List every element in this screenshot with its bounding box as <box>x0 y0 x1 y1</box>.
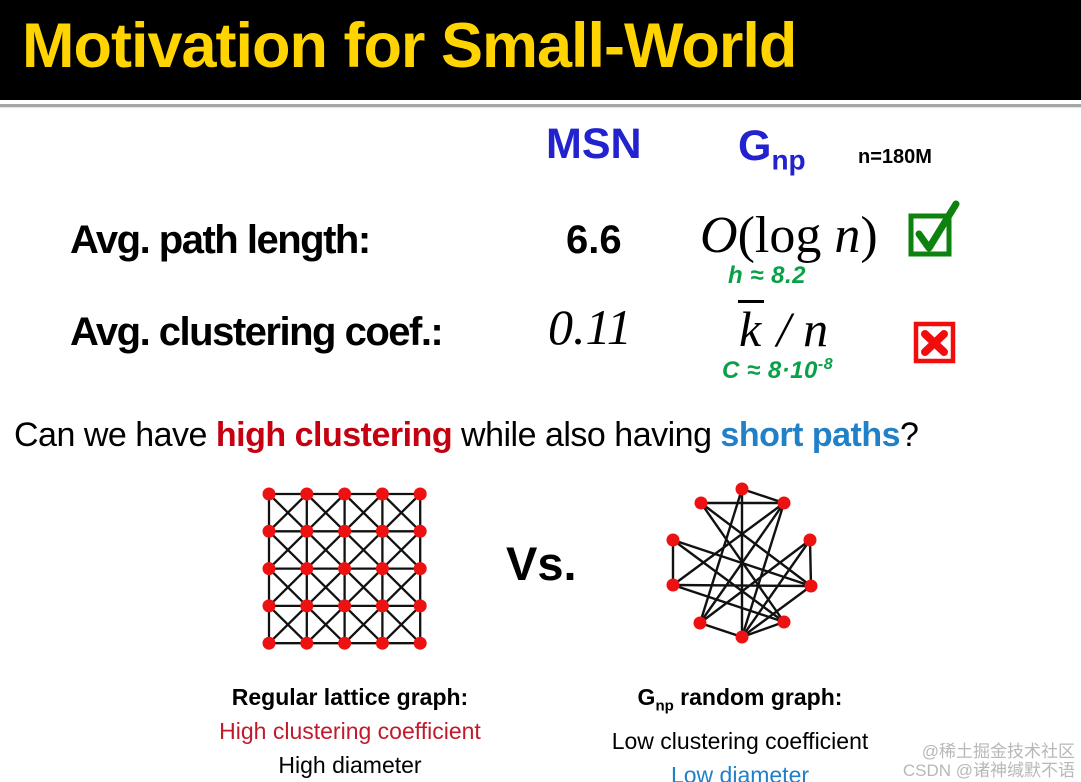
random-caption-title: Gnp random graph: <box>528 680 952 724</box>
row-path-label: Avg. path length: <box>70 218 371 262</box>
c-note-base: C ≈ 8·10 <box>722 357 818 384</box>
watermark: @稀土掘金技术社区 CSDN @诸神缄默不语 <box>903 742 1075 780</box>
row-clustering-label: Avg. clustering coef.: <box>70 310 444 354</box>
olog-mid: (log <box>737 207 835 264</box>
column-header-gnp: Gnp <box>738 122 806 177</box>
c-note-exponent: -8 <box>817 356 834 373</box>
question-highlight-red: high clustering <box>215 416 453 454</box>
clustering-gnp-formula: k / n <box>738 300 828 358</box>
gnp-base: G <box>738 122 772 170</box>
lattice-caption: Regular lattice graph: High clustering c… <box>130 680 570 782</box>
question-highlight-blue: short paths <box>720 416 901 454</box>
olog-close: ) <box>860 207 878 264</box>
slide-title: Motivation for Small-World <box>22 11 797 81</box>
random-caption-sub: np <box>655 697 674 715</box>
title-bar: Motivation for Small-World <box>0 0 1081 100</box>
clustering-note: C ≈ 8·10-8 <box>722 356 833 385</box>
random-caption-clustering: Low clustering coefficient <box>611 727 869 754</box>
random-graph <box>666 482 818 644</box>
column-header-msn: MSN <box>546 120 642 168</box>
olog-o: O <box>700 207 738 264</box>
question-part2: while also having <box>452 416 721 454</box>
question-part3: ? <box>900 416 919 454</box>
column-header-n: n=180M <box>858 146 932 168</box>
path-note: h ≈ 8.2 <box>728 262 807 289</box>
random-caption-g: G <box>637 684 656 710</box>
header-divider <box>0 104 1081 108</box>
question-line: Can we have high clustering while also h… <box>14 416 1074 455</box>
random-caption-diameter: Low diameter <box>670 761 810 782</box>
lattice-caption-title: Regular lattice graph: <box>231 684 469 710</box>
lattice-caption-clustering: High clustering coefficient <box>219 718 481 744</box>
watermark-line1: @稀土掘金技术社区 <box>921 742 1075 761</box>
random-caption: Gnp random graph: Low clustering coeffic… <box>528 680 952 782</box>
question-part1: Can we have <box>14 416 216 454</box>
clustering-msn-value: 0.11 <box>548 299 632 355</box>
cross-icon <box>913 321 956 364</box>
lattice-caption-diameter: High diameter <box>278 752 422 778</box>
k-bar: k <box>738 300 765 354</box>
olog-n: n <box>834 207 861 264</box>
versus-label: Vs. <box>506 537 577 590</box>
path-msn-value: 6.6 <box>566 218 622 262</box>
kn-rest: / n <box>764 301 829 357</box>
gnp-subscript: np <box>771 144 806 176</box>
path-gnp-formula: O(log n) <box>700 206 878 265</box>
watermark-line2: CSDN @诸神缄默不语 <box>902 761 1075 780</box>
checkmark-icon <box>908 200 960 257</box>
lattice-graph <box>262 487 427 650</box>
random-caption-rest: random graph: <box>673 684 843 710</box>
